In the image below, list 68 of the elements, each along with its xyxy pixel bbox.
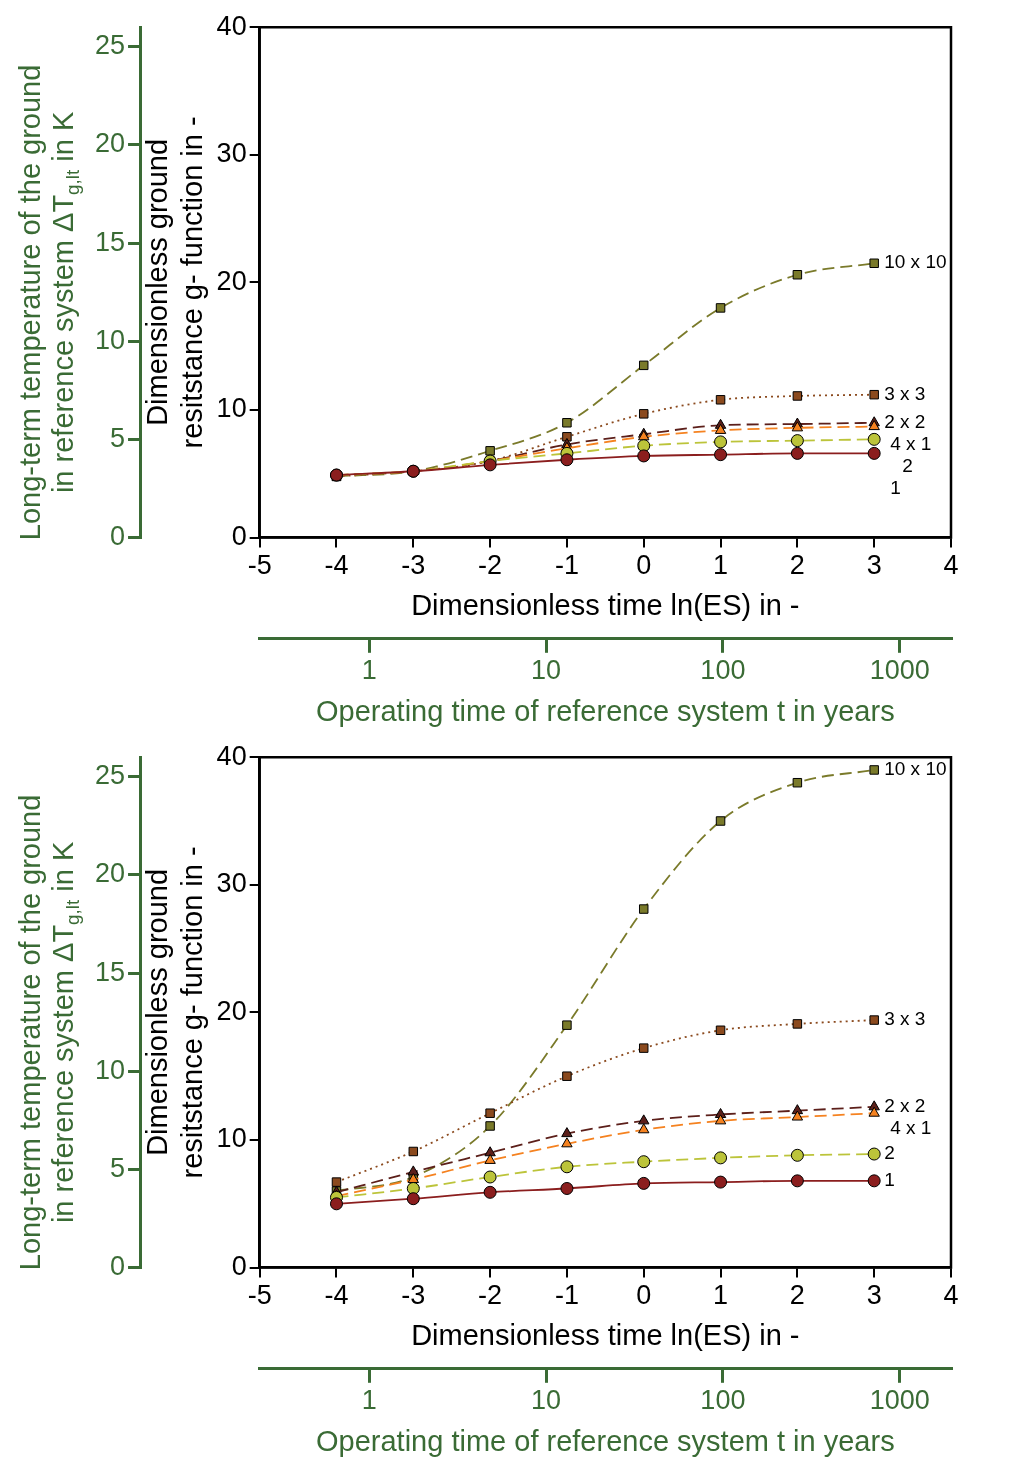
x-tick-label: -2 [478,550,503,581]
x2-tick-label: 100 [700,655,746,686]
series-label: 1 [890,476,901,498]
x-tick-label: 0 [636,550,652,581]
y2-tick-label: 20 [94,858,126,889]
y2-tick-label: 15 [94,226,126,257]
y2-tick-label: 20 [94,128,126,159]
x2-tick-label: 1 [361,1385,377,1416]
y-tick-label: 20 [216,995,247,1026]
x-tick-label: 1 [713,1280,729,1311]
y2-tick-label: 15 [94,956,126,987]
x-tick-label: -4 [324,550,349,581]
y-tick-label: 40 [216,10,247,41]
y2-tick-label: 5 [110,422,126,453]
x-tick-label: -4 [324,1280,349,1311]
x-tick-label: -2 [478,1280,503,1311]
series-label: 4 x 1 [890,432,932,454]
series-label: 2 [902,454,913,476]
x-axis-title: Dimensionless time ln(ES) in - [411,1319,800,1352]
y-tick-label: 0 [231,1251,247,1282]
x2-tick-label: 1000 [869,655,930,686]
x2-axis-title: Operating time of reference system t in years [316,1424,895,1457]
x-tick-label: 0 [636,1280,652,1311]
x-tick-label: -3 [401,550,426,581]
y2-tick-label: 5 [110,1152,126,1183]
x-tick-label: 2 [789,1280,805,1311]
x-tick-label: -1 [554,550,579,581]
series-label: 2 x 2 [884,1095,926,1117]
x2-tick-label: 10 [531,1385,562,1416]
series-label: 2 [884,1142,895,1164]
x-tick-label: 4 [943,1280,959,1311]
x-tick-label: 3 [866,1280,882,1311]
y-tick-label: 30 [216,138,247,169]
series-label: 1 [884,1169,895,1191]
x-tick-label: 1 [713,550,729,581]
y2-tick-label: 25 [94,30,126,61]
y2-tick-label: 10 [94,324,126,355]
x2-tick-label: 1 [361,655,377,686]
series-label: 3 x 3 [884,1008,926,1030]
x-tick-label: 3 [866,550,882,581]
x-tick-label: -1 [554,1280,579,1311]
x-axis-title: Dimensionless time ln(ES) in - [411,589,800,622]
x-tick-label: 4 [943,550,959,581]
series-label: 4 x 1 [890,1117,932,1139]
y-tick-label: 10 [216,393,247,424]
series-label: 3 x 3 [884,382,926,404]
y-tick-label: 10 [216,1123,247,1154]
series-label: 10 x 10 [884,758,947,780]
x-tick-label: -3 [401,1280,426,1311]
x2-tick-label: 10 [531,655,562,686]
x-tick-label: 2 [789,550,805,581]
x-tick-label: -5 [247,550,272,581]
series-label: 10 x 10 [884,251,947,273]
y-tick-label: 20 [216,265,247,296]
y-axis-title: Dimensionless ground resitstance g- function in - [141,116,209,449]
x-tick-label: -5 [247,1280,272,1311]
x2-tick-label: 1000 [869,1385,930,1416]
y2-tick-label: 0 [110,1251,126,1282]
y-tick-label: 0 [231,521,247,552]
y2-tick-label: 10 [94,1054,126,1085]
x2-tick-label: 100 [700,1385,746,1416]
y-tick-label: 30 [216,868,247,899]
y-axis-title: Dimensionless ground resitstance g- function in - [141,846,209,1179]
y2-tick-label: 0 [110,521,126,552]
series-label: 2 x 2 [884,410,926,432]
y2-tick-label: 25 [94,760,126,791]
y-tick-label: 40 [216,740,247,771]
x2-axis-title: Operating time of reference system t in years [316,694,895,727]
